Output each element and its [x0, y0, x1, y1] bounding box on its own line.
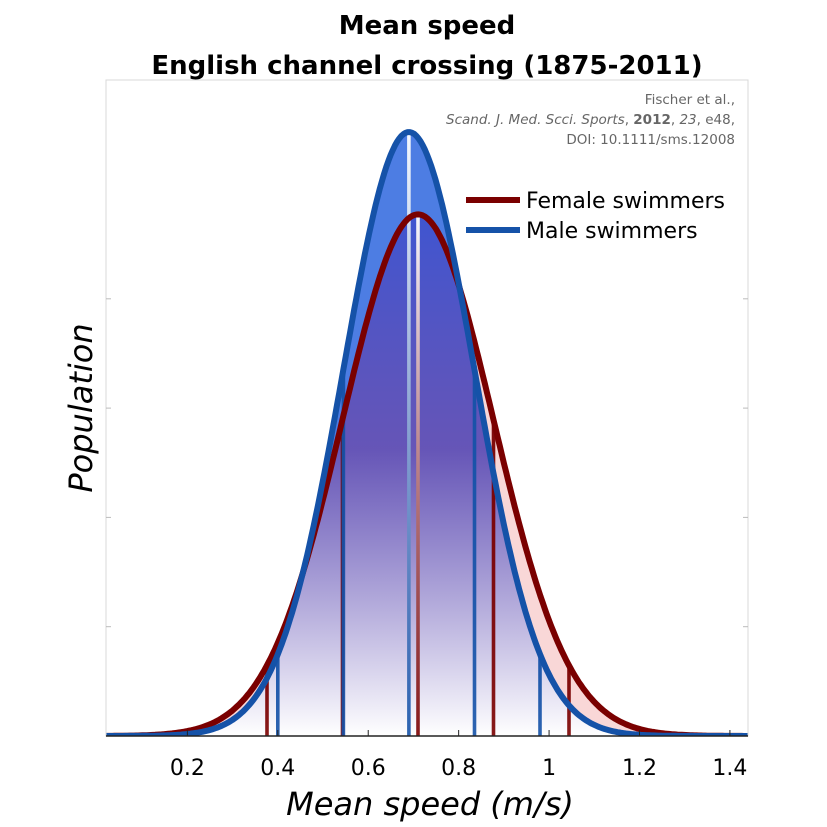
citation-volume: 23 — [679, 112, 696, 128]
female-sigma-line — [567, 665, 571, 736]
x-tick-label: 1.4 — [712, 756, 747, 781]
chart-title: Mean speed — [339, 11, 516, 41]
legend-label-male: Male swimmers — [526, 219, 698, 244]
female-curve — [106, 211, 748, 736]
x-tick-label: 0.6 — [351, 756, 386, 781]
male-sigma-line — [538, 654, 542, 736]
citation-doi: DOI: 10.1111/sms.12008 — [566, 132, 735, 148]
male-sigma-line — [472, 369, 477, 736]
citation-journal: Scand. J. Med. Scci. Sports — [446, 112, 625, 128]
male-sigma-line — [276, 654, 280, 736]
legend-label-female: Female swimmers — [526, 189, 725, 214]
x-tick-label: 0.4 — [260, 756, 295, 781]
y-axis-label: Population — [62, 323, 100, 492]
male-curve — [106, 129, 748, 736]
citation-sep2: , — [671, 112, 680, 128]
chart-subtitle: English channel crossing (1875-2011) — [151, 51, 702, 81]
x-tick-label: 1 — [542, 756, 556, 781]
x-tick-label: 1.2 — [622, 756, 657, 781]
series-curves — [106, 129, 748, 736]
male-sigma-line — [341, 369, 346, 736]
series-fills — [106, 132, 748, 736]
x-tick-label: 0.2 — [170, 756, 205, 781]
plot-area — [106, 129, 748, 736]
x-tick-label: 0.8 — [441, 756, 476, 781]
female-sigma-line — [416, 214, 420, 736]
x-axis-ticks: 0.2 0.4 0.6 0.8 1 1.2 1.4 — [170, 730, 747, 781]
citation-year: 2012 — [633, 112, 671, 128]
female-sigma-line — [265, 665, 269, 736]
citation-pages: , e48, — [697, 112, 735, 128]
female-sigma-line — [491, 419, 496, 736]
citation-reference: Scand. J. Med. Scci. Sports, 2012, 23, e… — [446, 112, 735, 128]
male-sigma-line — [407, 132, 411, 736]
citation-sep1: , — [625, 112, 634, 128]
citation-authors: Fischer et al., — [645, 92, 735, 108]
legend: Female swimmers Male swimmers — [466, 189, 725, 244]
citation: Fischer et al., Scand. J. Med. Scci. Spo… — [446, 92, 735, 148]
y-axis-ticks — [106, 298, 748, 628]
overlap-area — [106, 214, 748, 736]
sigma-lines — [265, 132, 571, 736]
x-axis-label: Mean speed (m/s) — [286, 785, 574, 823]
